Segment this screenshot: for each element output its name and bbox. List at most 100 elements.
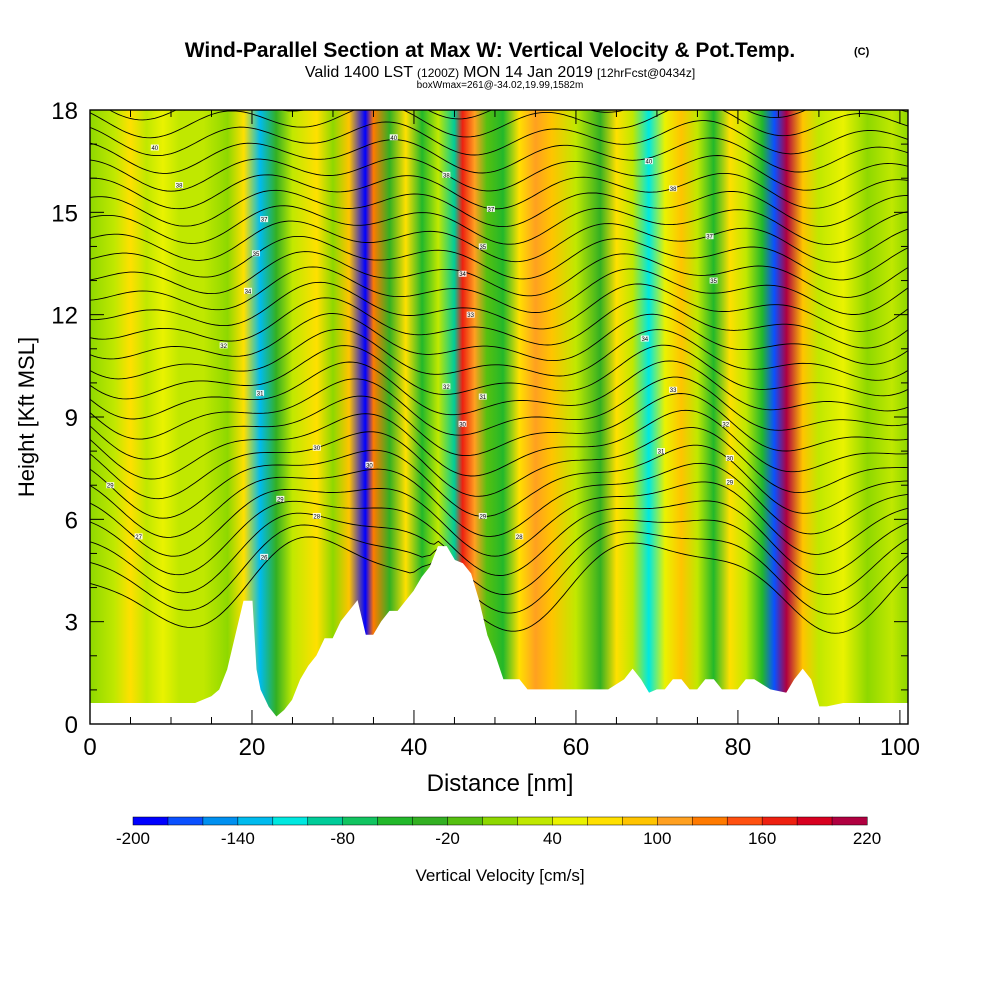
isentrope-line [90,344,908,400]
colorbar-swatch [272,816,309,826]
contour-label: 35 [710,279,717,285]
isentrope-line [90,155,908,192]
contour-label: 29 [277,497,284,503]
contour-label-bg [725,478,734,485]
isentrope-line [90,110,908,139]
contour-label: 38 [670,187,677,193]
y-axis-ticks: 0 3 6 9 12 15 18 [51,98,908,739]
isentrope-line [90,360,908,420]
contour-label-bg [486,205,495,212]
y-tick-label: 0 [65,712,78,739]
subtitle-forecast: [12hrFcst@0434z] [597,66,695,80]
contour-label: 33 [467,313,474,319]
contour-label: 30 [313,446,320,452]
isentrope-line [90,512,908,595]
x-tick-label: 100 [880,734,920,761]
colorbar-swatch [726,816,763,826]
contour-label: 29 [479,514,486,520]
contour-label-bg [365,461,374,468]
isentrope-line [90,297,908,349]
isentrope-line [90,427,908,500]
colorbar-swatch [587,816,623,826]
contour-label-bg [669,185,678,192]
x-tick-label: 80 [725,734,752,761]
isentrope-line [90,137,908,174]
colorbar-tick-label: -140 [221,829,255,848]
colorbar-swatch [132,816,169,826]
isentrope-line [90,462,908,538]
colorbar-tick-label: 100 [643,829,671,848]
isentrope-line [108,110,908,121]
contour-label-bg [260,216,269,223]
contour-label: 31 [658,450,665,456]
isentrope-line [90,536,908,634]
isentrope-line [90,235,908,281]
chart-subtitle: Valid 1400 LST (1200Z) MON 14 Jan 2019 [12h… [305,64,695,81]
isentrope-line [90,393,908,460]
contour-label-bg [442,383,451,390]
velocity-field [90,110,908,724]
contour-label: 32 [722,422,729,428]
contour-label-bg [134,533,143,540]
colorbar-swatch [691,816,728,826]
isentrope-line [90,172,908,210]
colorbar-swatch [517,816,553,826]
colorbar-swatch [307,816,344,826]
contour-label-bg [260,553,269,560]
contour-label: 30 [459,422,466,428]
contour-label: 35 [479,245,486,251]
contour-label-bg [669,386,678,393]
subtitle-valid: Valid 1400 LST [305,64,413,81]
colorbar-tick-label: -80 [330,829,355,848]
contour-label-bg [709,277,718,284]
contour-label: 40 [645,160,652,166]
contour-label: 40 [151,146,158,152]
colorbar-swatch [237,816,274,826]
contour-label: 37 [706,235,713,241]
contour-label-bg [389,134,398,141]
contour-label: 31 [257,392,264,398]
contour-label: 32 [443,385,450,391]
isentrope-line [90,189,908,228]
contour-label-bg [656,448,665,455]
contour-label-bg [458,270,467,277]
contour-label-bg [312,444,321,451]
colorbar-swatch [761,816,798,826]
x-tick-label: 60 [563,734,590,761]
contour-label: 30 [726,456,733,462]
y-tick-label: 18 [51,98,78,125]
subtitle-date: MON 14 Jan 2019 [463,64,593,81]
colorbar-swatch [447,816,484,826]
contour-label-bg [515,533,524,540]
y-axis-label: Height [Kft MSL] [14,337,39,497]
contour-label: 37 [261,218,268,224]
x-tick-label: 40 [401,734,428,761]
contour-label: 35 [253,252,260,258]
contour-label: 38 [443,173,450,179]
chart-subtitle-box: boxWmax=261@-34.02,19.99,1582m [417,80,584,91]
colorbar-swatch [377,816,414,826]
isentrope-line [90,444,908,519]
isentrope-line [90,524,908,615]
contour-label-bg [150,144,159,151]
contour-label: 29 [726,480,733,486]
contour-label: 33 [670,388,677,394]
terrain [90,546,908,724]
contour-label: 29 [107,484,114,490]
contour-label: 34 [459,272,466,278]
colorbar-tick-label: 40 [543,829,562,848]
contour-label-bg [640,335,649,342]
x-tick-label: 0 [83,734,96,761]
colorbar-tick-label: -20 [435,829,460,848]
isentrope-line [90,281,908,332]
contour-label-bg [256,390,265,397]
contour-label-bg [175,182,184,189]
colorbar-swatch [412,816,449,826]
contour-label: 34 [245,289,252,295]
colorbar-swatch [482,816,519,826]
colorbar-swatch [167,816,204,826]
contour-label: 27 [135,535,142,541]
contour-label: 31 [479,395,486,401]
isentrope-line [90,500,908,576]
colorbar-swatch [796,816,833,826]
